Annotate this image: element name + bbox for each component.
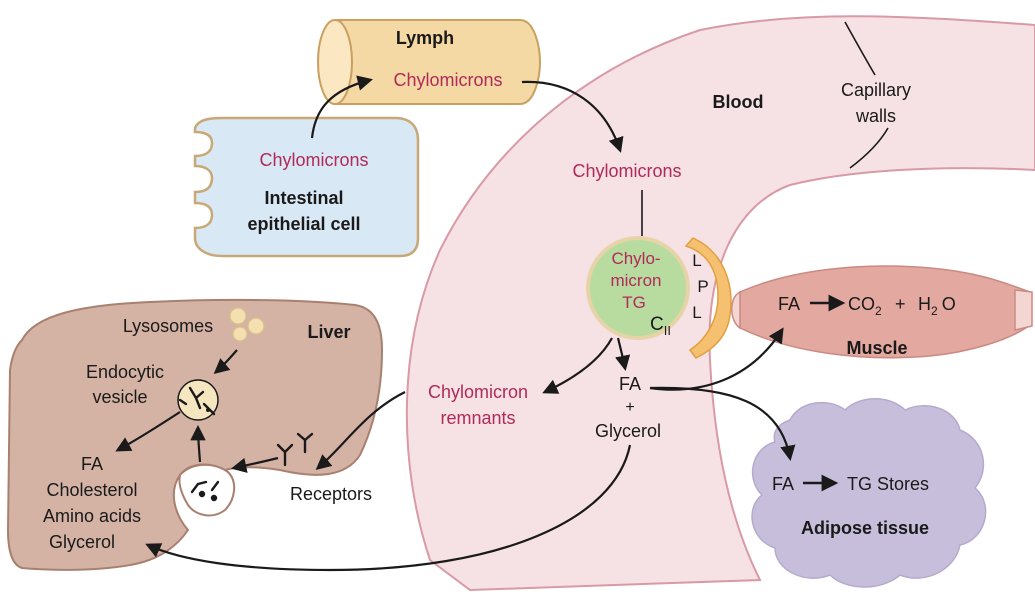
lpl-letter-l2: L: [692, 303, 701, 322]
chylo-tg-label-3: TG: [622, 293, 646, 312]
chylo-tg-label-1: Chylo-: [611, 249, 660, 268]
lpl-enzyme: [684, 237, 732, 359]
arrow-remnants-to-receptors: [315, 391, 406, 470]
receptors-label: Receptors: [290, 484, 372, 504]
lymph-label: Lymph: [396, 28, 454, 48]
cell-chylomicrons-label: Chylomicrons: [259, 150, 368, 170]
lpl-letter-l1: L: [692, 251, 701, 270]
chylo-tg-label-2: micron: [610, 271, 661, 290]
arrow-to-remnants: [542, 337, 613, 394]
blood-chylomicrons-label: Chylomicrons: [572, 161, 681, 181]
endocytic-vesicle: [177, 379, 219, 421]
lymph-vessel: [317, 19, 542, 105]
arrow-lymph-to-blood: [521, 80, 624, 153]
capillary-wall-line-1: [844, 21, 876, 76]
liver-notch: [178, 463, 236, 517]
capillary-wall-line-2: [849, 127, 889, 169]
liver-label: Liver: [307, 322, 350, 342]
endocytic-vesicle-label-2: vesicle: [92, 387, 147, 407]
liver-product-fa: FA: [81, 454, 103, 474]
plus-label: +: [625, 399, 634, 416]
lysosomes: [229, 307, 265, 342]
receptors: [190, 432, 314, 502]
chylomicron-particle: [586, 236, 690, 340]
muscle-tissue: [731, 265, 1033, 359]
intestinal-epithelial-cell: [193, 116, 420, 258]
arrow-notch-to-vesicle: [190, 424, 206, 463]
glycerol-label: Glycerol: [595, 421, 661, 441]
capillary-walls-label-2: walls: [855, 106, 896, 126]
blood-region: [405, 15, 1035, 592]
arrow-lysosome-to-vesicle: [213, 349, 238, 375]
fa-label: FA: [619, 374, 641, 394]
arrow-fa-to-muscle: [649, 327, 784, 391]
arrow-vesicle-to-products: [115, 411, 181, 452]
liver-product-glycerol: Glycerol: [49, 532, 115, 552]
apo-cii-label: CII: [650, 314, 671, 338]
remnants-label-1: Chylomicron: [428, 382, 528, 402]
intestinal-cell-label-2: epithelial cell: [247, 214, 360, 234]
intestinal-cell-label-1: Intestinal: [264, 188, 343, 208]
muscle-co2-label: CO2: [848, 294, 882, 318]
adipose-tissue-label: Adipose tissue: [801, 518, 929, 538]
arrow-to-fa: [615, 337, 631, 372]
muscle-fa-label: FA: [778, 294, 800, 314]
lpl-letter-p: P: [697, 277, 708, 296]
muscle-plus: +: [895, 294, 906, 314]
capillary-walls-label-1: Capillary: [841, 80, 911, 100]
adipose-tg-stores-label: TG Stores: [847, 474, 929, 494]
remnants-label-2: remnants: [440, 408, 515, 428]
muscle-h2o-label: H2 O: [918, 294, 956, 318]
arrow-receptors-to-notch: [230, 456, 279, 473]
arrow-cell-to-lymph: [310, 75, 373, 139]
arrow-glycerol-to-liver: [145, 444, 632, 572]
liver-product-cholesterol: Cholesterol: [46, 480, 137, 500]
endocytic-vesicle-label-1: Endocytic: [86, 362, 164, 382]
blood-label: Blood: [713, 92, 764, 112]
muscle-label: Muscle: [846, 338, 907, 358]
liver-product-amino-acids: Amino acids: [43, 506, 141, 526]
adipose-fa-label: FA: [772, 474, 794, 494]
arrow-fa-to-adipose: [649, 386, 796, 462]
lysosomes-label: Lysosomes: [123, 316, 213, 336]
adipose-tissue: [751, 398, 987, 588]
lymph-chylomicrons-label: Chylomicrons: [393, 70, 502, 90]
